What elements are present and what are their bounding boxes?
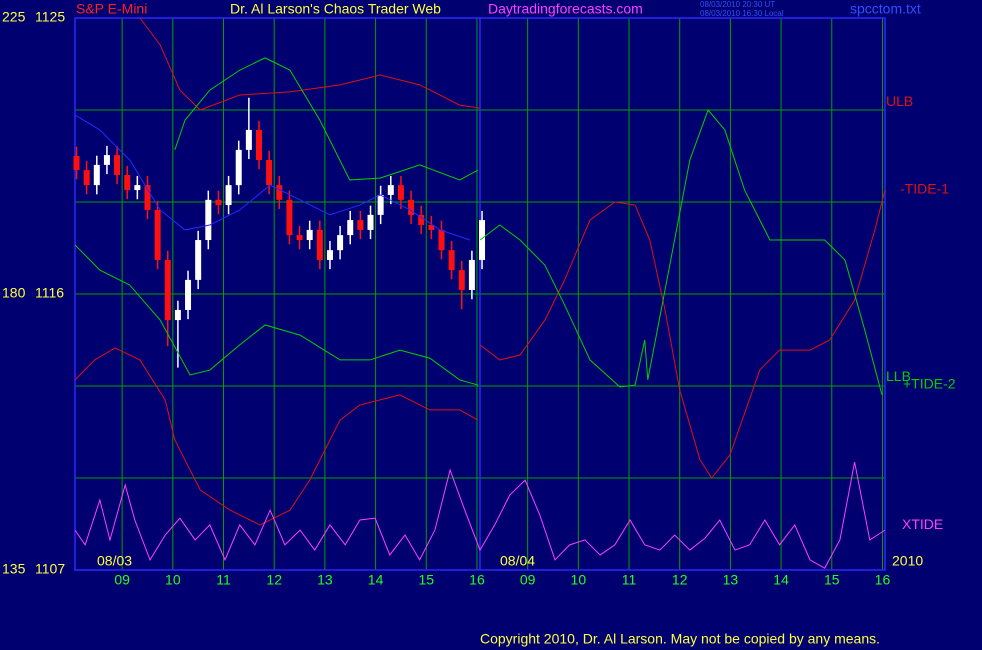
x-tick-label: 09: [520, 572, 536, 588]
series-line: [74, 114, 471, 241]
y2-tick-label: 225: [2, 9, 26, 25]
candle-body: [448, 250, 455, 271]
x-tick-label: 15: [824, 572, 840, 588]
candle-body: [255, 129, 262, 160]
series-line: [479, 189, 886, 479]
candle-body: [357, 220, 364, 230]
candle-body: [124, 175, 131, 191]
series-label: ULB: [886, 93, 913, 109]
site: Daytradingforecasts.com: [488, 1, 643, 17]
series-label: XTIDE: [902, 516, 943, 532]
file-name: spcctom.txt: [850, 1, 921, 17]
candle-body: [103, 155, 110, 165]
candle-body: [73, 156, 80, 171]
x-tick-label: 13: [317, 572, 333, 588]
candle-body: [367, 214, 374, 230]
candle-body: [154, 209, 161, 260]
series-label: -TIDE-1: [900, 181, 949, 197]
candle-body: [134, 185, 141, 191]
candle-body: [215, 199, 222, 206]
x-tick-label: 13: [723, 572, 739, 588]
x-tick-label: 16: [469, 572, 485, 588]
x-tick-label: 11: [216, 572, 231, 588]
x-tick-label: 11: [622, 572, 637, 588]
series-line: [139, 17, 481, 111]
candle-body: [276, 185, 283, 200]
candle-body: [377, 194, 384, 215]
candle-body: [387, 185, 394, 195]
candle-body: [306, 229, 313, 241]
y2-tick-label: 135: [2, 561, 26, 577]
candle-body: [337, 235, 344, 251]
candle-body: [479, 220, 486, 260]
date-label: 08/04: [500, 553, 535, 569]
x-tick-label: 10: [165, 572, 181, 588]
candle-body: [418, 214, 425, 225]
candle-body: [235, 149, 242, 186]
candle-body: [438, 229, 445, 251]
x-tick-label: 09: [114, 572, 130, 588]
candle-body: [286, 199, 293, 236]
candle-body: [114, 155, 121, 176]
x-tick-label: 14: [368, 572, 384, 588]
candle-body: [428, 225, 435, 230]
series-line: [74, 461, 886, 569]
series-label: +TIDE-2: [903, 376, 956, 392]
instrument: S&P E-Mini: [76, 1, 147, 17]
date-label: 2010: [892, 553, 923, 569]
series-line: [479, 109, 883, 396]
candle-body: [225, 185, 232, 206]
x-tick-label: 14: [773, 572, 789, 588]
candle-body: [296, 235, 303, 241]
candle-body: [205, 199, 212, 241]
candle-body: [326, 250, 333, 260]
candle-body: [195, 240, 202, 280]
candle-body: [468, 259, 475, 291]
x-tick-label: 15: [418, 572, 434, 588]
copyright: Copyright 2010, Dr. Al Larson. May not b…: [480, 631, 880, 647]
candle-body: [83, 170, 90, 186]
y2-tick-label: 180: [2, 285, 26, 301]
series-line: [174, 57, 479, 181]
series-label: LLB: [886, 368, 911, 384]
candle-body: [93, 164, 100, 186]
candle-body: [245, 129, 252, 150]
x-tick-label: 12: [266, 572, 282, 588]
candle-body: [185, 279, 192, 310]
candle-body: [347, 220, 354, 236]
x-tick-label: 10: [571, 572, 587, 588]
x-tick-label: 16: [875, 572, 891, 588]
candle-body: [458, 270, 465, 291]
candle-body: [144, 185, 151, 210]
candle-body: [408, 199, 415, 215]
series-line: [74, 244, 479, 386]
candle-body: [266, 159, 273, 186]
y-tick-label: 1107: [35, 561, 65, 577]
x-tick-label: 12: [672, 572, 688, 588]
date-label: 08/03: [97, 553, 132, 569]
chart-title: Dr. Al Larson's Chaos Trader Web: [230, 1, 441, 17]
timestamp: 08/03/2010 20:30 UT: [700, 0, 775, 9]
candle-body: [397, 185, 404, 200]
candle-body: [316, 229, 323, 260]
y-tick-label: 1125: [35, 9, 65, 25]
candle-body: [174, 309, 181, 321]
series-line: [74, 347, 479, 526]
y-tick-label: 1116: [35, 285, 64, 301]
timestamp: 08/03/2010 16:30 Local: [700, 9, 784, 18]
candle-body: [164, 259, 171, 321]
